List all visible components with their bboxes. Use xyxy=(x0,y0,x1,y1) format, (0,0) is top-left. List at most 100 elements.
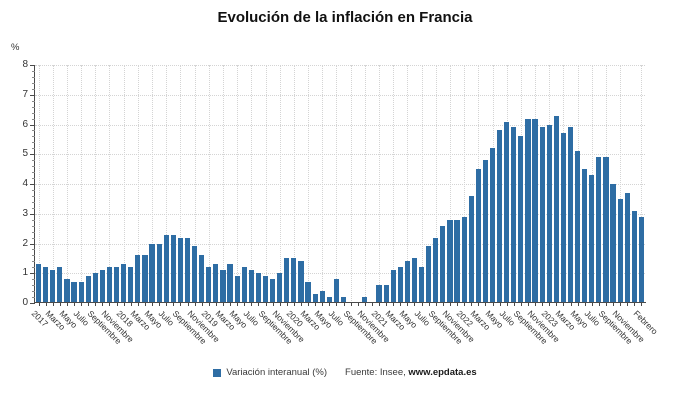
x-tick xyxy=(634,303,636,306)
y-tick xyxy=(30,243,35,245)
y-minor-tick xyxy=(32,249,35,251)
x-grid-line xyxy=(265,65,267,303)
bar xyxy=(326,297,332,303)
y-tick xyxy=(30,273,35,275)
x-tick xyxy=(386,303,388,306)
x-grid-line xyxy=(449,65,451,303)
y-tick-label: 0 xyxy=(22,297,28,308)
y-minor-tick xyxy=(32,100,35,102)
y-minor-tick xyxy=(32,189,35,191)
x-tick xyxy=(173,303,175,306)
x-grid-line xyxy=(464,65,466,303)
bar xyxy=(383,285,389,303)
h-grid-line xyxy=(35,154,645,156)
x-grid-line xyxy=(336,65,338,303)
bar xyxy=(78,282,84,303)
x-tick xyxy=(414,303,416,306)
h-grid-line xyxy=(35,184,645,185)
y-minor-tick xyxy=(32,106,35,108)
y-tick-label: 8 xyxy=(22,59,28,70)
x-tick xyxy=(230,303,232,306)
y-tick xyxy=(30,94,35,96)
x-tick xyxy=(556,303,558,306)
x-grid-line xyxy=(123,65,125,303)
x-tick xyxy=(478,303,480,306)
bar xyxy=(489,148,496,303)
bar xyxy=(511,127,517,303)
x-tick xyxy=(322,303,324,306)
bar xyxy=(553,115,559,303)
y-tick-label: 6 xyxy=(22,118,28,130)
h-grid-line xyxy=(35,243,645,245)
x-grid-line xyxy=(251,65,253,303)
bar xyxy=(277,273,283,303)
bar xyxy=(85,276,91,303)
bar xyxy=(163,234,169,303)
bar xyxy=(589,175,595,303)
bar xyxy=(496,130,503,303)
x-tick xyxy=(371,303,373,306)
bar xyxy=(624,192,630,303)
h-grid-line xyxy=(35,94,645,96)
bar xyxy=(248,270,254,303)
x-tick xyxy=(166,303,168,306)
x-grid-line xyxy=(109,65,111,303)
x-tick xyxy=(471,303,473,306)
x-grid-line xyxy=(620,65,622,303)
x-tick xyxy=(52,303,54,306)
bar xyxy=(440,225,446,303)
bar xyxy=(596,157,602,303)
y-minor-tick xyxy=(32,261,35,263)
x-tick xyxy=(222,303,224,306)
x-tick xyxy=(194,303,196,306)
x-grid-line xyxy=(421,65,423,303)
h-grid-line xyxy=(35,213,645,215)
bar xyxy=(468,195,474,303)
legend-label: Variación interanual (%) xyxy=(226,367,328,378)
x-grid-line xyxy=(379,65,380,303)
x-tick xyxy=(357,303,359,306)
bar xyxy=(113,267,120,303)
x-grid-line xyxy=(322,65,324,303)
y-tick-label: 4 xyxy=(22,178,28,189)
bar xyxy=(270,279,276,303)
y-tick xyxy=(30,154,35,156)
x-grid-line xyxy=(66,65,68,303)
y-minor-tick xyxy=(32,112,35,114)
source-note: Fuente: Insee, www.epdata.es xyxy=(345,367,477,378)
x-tick xyxy=(428,303,430,306)
bar xyxy=(567,127,574,303)
bar xyxy=(64,279,70,303)
y-tick xyxy=(30,65,35,66)
bar xyxy=(128,267,134,303)
bar xyxy=(262,276,269,303)
x-tick xyxy=(449,303,451,306)
bar xyxy=(312,294,318,303)
bar xyxy=(291,258,297,303)
x-tick xyxy=(506,303,508,306)
y-tick xyxy=(30,184,35,185)
bar xyxy=(504,121,510,303)
bar xyxy=(404,261,410,303)
x-tick xyxy=(513,303,515,306)
x-grid-line xyxy=(293,65,295,303)
x-grid-line xyxy=(38,65,40,303)
x-tick xyxy=(208,303,210,306)
x-grid-line xyxy=(279,65,281,303)
x-grid-line xyxy=(52,65,54,303)
x-tick xyxy=(520,303,522,306)
x-grid-line xyxy=(407,65,409,303)
bar xyxy=(546,124,552,303)
bar xyxy=(184,237,191,303)
y-minor-tick xyxy=(32,118,35,120)
x-tick xyxy=(152,303,154,306)
bar xyxy=(149,243,155,303)
x-grid-line xyxy=(393,65,395,303)
x-tick xyxy=(123,303,125,306)
legend-swatch-icon xyxy=(213,368,222,377)
x-grid-line xyxy=(350,65,352,303)
bar xyxy=(57,267,63,303)
x-tick xyxy=(464,303,466,306)
y-minor-tick xyxy=(32,267,35,269)
